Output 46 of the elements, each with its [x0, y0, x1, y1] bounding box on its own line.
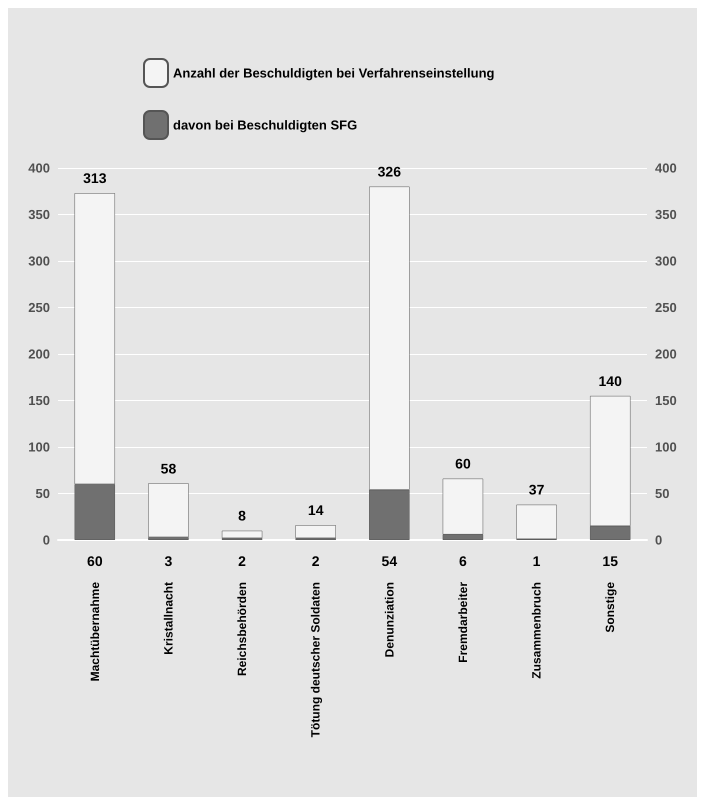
y2-tick-label: 300: [655, 254, 677, 268]
data-label: 14: [308, 502, 324, 518]
y-tick-label: 400: [28, 160, 50, 176]
y-tick-label: 100: [28, 440, 50, 454]
data-label: 326: [378, 164, 402, 180]
data-label: 313: [83, 170, 107, 186]
y2-tick-label: 100: [655, 440, 677, 454]
legend-label: Anzahl der Beschuldigten bei Verfahrenseinstellung: [173, 66, 495, 80]
x-tick-label: Machtübernahme: [88, 582, 102, 682]
data-label: 8: [238, 508, 246, 524]
data-label: 58: [160, 460, 176, 476]
y2-tick-label: 200: [655, 346, 677, 362]
y2-tick-label: 50: [655, 486, 670, 501]
x-tick-label: Sonstige: [603, 582, 618, 633]
bar: [295, 525, 336, 538]
x-tick-label: Zusammenbruch: [530, 582, 544, 679]
data-label: 60: [455, 456, 471, 472]
y2-tick-label: 250: [655, 300, 677, 315]
data-label: 37: [528, 482, 545, 498]
data-label: 2: [312, 553, 320, 569]
data-label: 15: [602, 553, 618, 569]
y-tick-label: 0: [42, 532, 50, 548]
data-label: 140: [598, 372, 622, 389]
data-label: 3: [164, 553, 173, 569]
y2-tick-label: 400: [655, 160, 677, 176]
x-tick-label: Kristallnacht: [161, 582, 176, 655]
data-label: 54: [382, 553, 398, 569]
x-tick-label: Tötung deutscher Soldaten: [308, 582, 323, 738]
y2-tick-label: 350: [655, 207, 677, 222]
data-label: 1: [532, 553, 541, 569]
y-tick-label: 250: [28, 300, 50, 315]
y2-tick-label: 150: [655, 393, 677, 408]
x-tick-label: Reichsbehörden: [235, 582, 250, 676]
legend-label: davon bei Beschuldigten SFG: [173, 118, 358, 132]
data-label: 60: [87, 553, 103, 569]
y-tick-label: 150: [28, 393, 50, 408]
bar: [222, 530, 262, 538]
data-label: 6: [459, 553, 468, 569]
x-tick-label: Fremdarbeiter: [456, 582, 470, 663]
y2-tick-label: 0: [655, 532, 662, 548]
y-tick-label: 300: [28, 254, 50, 268]
y-tick-label: 50: [36, 486, 50, 501]
data-label: 2: [238, 553, 246, 569]
y-tick-label: 200: [28, 346, 50, 362]
y-tick-label: 350: [28, 207, 50, 222]
x-tick-label: Denunziation: [382, 582, 396, 658]
